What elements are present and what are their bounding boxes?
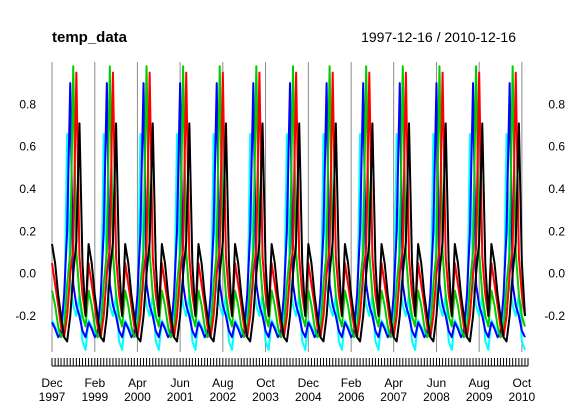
series-line-5 — [51, 122, 526, 343]
x-tick-month-label: Feb — [84, 376, 105, 390]
y-tick-label-right: 0.0 — [548, 267, 565, 281]
x-minor-ticks — [51, 358, 529, 367]
y-tick-label-left: 0.8 — [19, 97, 36, 111]
y-axis-left: -0.2 0.0 0.2 0.4 0.6 0.8 — [15, 97, 36, 323]
series-line-4 — [51, 71, 526, 339]
x-tick-year-label: 2006 — [338, 390, 365, 404]
y-tick-label-left: 0.2 — [19, 224, 36, 238]
x-tick-month-label: Dec — [41, 376, 62, 390]
x-tick-month-label: Aug — [468, 376, 489, 390]
x-tick-month-label: Oct — [513, 376, 532, 390]
x-tick-year-label: 2000 — [124, 390, 151, 404]
x-tick-year-label: 2004 — [295, 390, 322, 404]
y-tick-label-left: 0.0 — [19, 267, 36, 281]
y-tick-label-left: -0.2 — [15, 309, 36, 323]
y-tick-label-right: 0.4 — [548, 182, 565, 196]
y-tick-label-left: 0.6 — [19, 140, 36, 154]
y-axis-right: -0.2 0.0 0.2 0.4 0.6 0.8 — [544, 97, 565, 323]
x-tick-month-label: Jun — [427, 376, 446, 390]
series-line-2 — [51, 82, 526, 339]
x-tick-month-label: Apr — [128, 376, 147, 390]
x-tick-year-label: 2003 — [252, 390, 279, 404]
y-tick-label-left: 0.4 — [19, 182, 36, 196]
x-tick-year-label: 1997 — [39, 390, 66, 404]
x-tick-year-label: 2010 — [509, 390, 536, 404]
x-tick-year-label: 2009 — [466, 390, 493, 404]
x-tick-month-label: Dec — [298, 376, 319, 390]
date-range-label: 1997-12-16 / 2010-12-16 — [361, 29, 516, 45]
x-tick-month-label: Oct — [256, 376, 275, 390]
x-tick-year-label: 2007 — [380, 390, 407, 404]
x-tick-month-label: Jun — [170, 376, 189, 390]
x-tick-month-label: Feb — [341, 376, 362, 390]
y-tick-label-right: 0.2 — [548, 224, 565, 238]
x-tick-year-label: 2002 — [209, 390, 236, 404]
y-tick-label-right: 0.8 — [548, 97, 565, 111]
series-line-3 — [51, 65, 526, 339]
x-tick-year-label: 2008 — [423, 390, 450, 404]
chart-title: temp_data — [52, 29, 128, 46]
x-tick-year-label: 1999 — [81, 390, 108, 404]
x-tick-year-label: 2001 — [167, 390, 194, 404]
x-tick-month-label: Apr — [384, 376, 403, 390]
x-axis: Dec1997Feb1999Apr2000Jun2001Aug2002Oct20… — [39, 376, 536, 404]
series-lines — [51, 65, 526, 351]
x-tick-month-label: Aug — [212, 376, 233, 390]
y-tick-label-right: 0.6 — [548, 140, 565, 154]
y-tick-label-right: -0.2 — [544, 309, 565, 323]
